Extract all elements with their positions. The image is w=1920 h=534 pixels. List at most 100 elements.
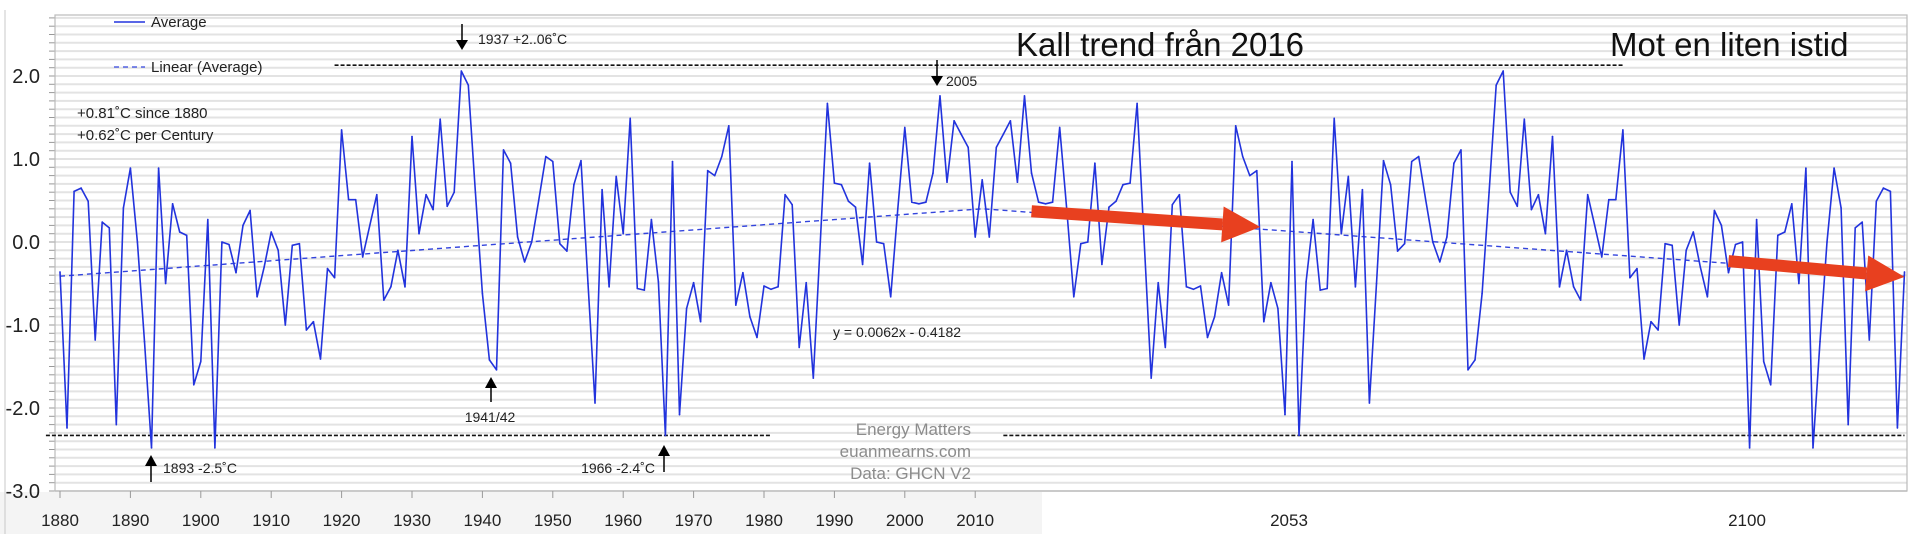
data-point bbox=[566, 250, 568, 252]
data-point bbox=[1734, 243, 1737, 246]
data-point bbox=[544, 155, 547, 158]
data-point bbox=[812, 377, 815, 379]
x-tick-label: 1960 bbox=[604, 511, 642, 530]
data-point bbox=[1769, 383, 1772, 386]
x-tick-label: 1880 bbox=[41, 511, 79, 530]
source-website: euanmearns.com bbox=[840, 442, 971, 461]
source-energy-matters: Energy Matters bbox=[856, 420, 971, 439]
x-tick-label: 2000 bbox=[886, 511, 924, 530]
data-point bbox=[1227, 304, 1230, 306]
data-point bbox=[1474, 359, 1476, 361]
data-point bbox=[1417, 155, 1420, 158]
data-point bbox=[270, 231, 273, 233]
data-point bbox=[467, 84, 470, 86]
y-tick-label: 0.0 bbox=[12, 232, 40, 254]
data-point bbox=[629, 117, 632, 120]
y-tick-label: 2.0 bbox=[12, 66, 40, 88]
data-point bbox=[495, 369, 498, 371]
trend-line bbox=[59, 208, 1905, 277]
data-point bbox=[1854, 227, 1856, 229]
data-point bbox=[221, 241, 223, 243]
data-point bbox=[1650, 320, 1652, 323]
arrow-up-icon bbox=[145, 455, 157, 482]
average-series bbox=[59, 70, 1906, 449]
data-point bbox=[1375, 282, 1378, 285]
data-point bbox=[1889, 190, 1892, 193]
data-point bbox=[200, 360, 202, 363]
data-point bbox=[1101, 263, 1103, 266]
data-point bbox=[1903, 271, 1906, 273]
data-point bbox=[1805, 167, 1807, 169]
data-point bbox=[706, 169, 709, 172]
y-tick-label: 1.0 bbox=[12, 149, 40, 171]
data-point bbox=[615, 175, 617, 178]
data-point bbox=[446, 205, 449, 208]
data-point bbox=[59, 271, 61, 273]
data-point bbox=[1586, 193, 1589, 196]
data-point bbox=[1446, 236, 1448, 238]
x-axis: 1880 1890 1900 1910 1920 1930 1940 1950 1960 1970… bbox=[41, 491, 994, 530]
data-point bbox=[235, 271, 237, 274]
data-point bbox=[960, 133, 962, 135]
data-point bbox=[1051, 201, 1054, 203]
arrow-up-icon bbox=[485, 377, 497, 402]
data-point bbox=[1481, 292, 1483, 295]
legend-average-label: Average bbox=[151, 14, 207, 31]
y-tick-label: -3.0 bbox=[6, 481, 40, 503]
arrow-down-icon bbox=[456, 24, 468, 50]
data-point bbox=[643, 289, 646, 291]
data-point bbox=[185, 234, 188, 237]
data-point bbox=[742, 271, 744, 274]
data-point bbox=[868, 162, 871, 164]
data-point bbox=[1164, 346, 1167, 349]
data-point bbox=[1784, 231, 1786, 233]
data-point bbox=[1692, 231, 1695, 233]
data-point bbox=[657, 281, 660, 283]
data-point bbox=[875, 241, 878, 243]
data-point bbox=[333, 276, 336, 279]
data-point bbox=[974, 236, 976, 238]
data-point bbox=[896, 208, 899, 210]
data-point bbox=[178, 231, 181, 233]
x-tick-label: 1950 bbox=[534, 511, 572, 530]
data-point bbox=[1896, 427, 1899, 429]
data-point bbox=[94, 339, 96, 341]
data-point bbox=[932, 172, 934, 174]
data-point bbox=[791, 203, 793, 206]
data-point bbox=[699, 320, 702, 323]
data-point bbox=[1748, 447, 1751, 449]
red-arrow-head bbox=[1865, 255, 1905, 292]
data-point bbox=[1347, 175, 1350, 178]
data-point bbox=[819, 241, 822, 243]
data-point bbox=[1460, 149, 1462, 151]
data-point bbox=[228, 243, 230, 246]
data-point bbox=[73, 190, 75, 193]
data-point bbox=[157, 167, 160, 169]
data-point bbox=[1178, 193, 1181, 196]
data-point bbox=[1143, 241, 1145, 243]
data-point bbox=[1551, 135, 1554, 138]
data-point bbox=[418, 232, 420, 235]
data-point bbox=[1685, 249, 1688, 252]
trend-equation: y = 0.0062x - 0.4182 bbox=[833, 324, 961, 340]
data-point bbox=[1495, 84, 1497, 86]
data-point bbox=[481, 292, 484, 295]
legend-linear-label: Linear (Average) bbox=[151, 59, 262, 76]
data-point bbox=[1622, 129, 1624, 131]
data-point bbox=[214, 447, 216, 449]
data-point bbox=[1263, 320, 1265, 323]
annotation-1966: 1966 -2.4˚C bbox=[581, 460, 655, 476]
data-point bbox=[312, 320, 315, 323]
data-point bbox=[319, 358, 322, 360]
data-point bbox=[249, 209, 251, 212]
data-point bbox=[502, 149, 505, 151]
data-point bbox=[460, 70, 463, 72]
data-point bbox=[1080, 242, 1082, 245]
data-point bbox=[1791, 203, 1793, 205]
data-point bbox=[1037, 201, 1040, 203]
data-point bbox=[1403, 242, 1406, 245]
data-point bbox=[1615, 198, 1617, 201]
data-point bbox=[692, 281, 695, 284]
data-point bbox=[777, 286, 779, 288]
data-point bbox=[1248, 174, 1251, 177]
